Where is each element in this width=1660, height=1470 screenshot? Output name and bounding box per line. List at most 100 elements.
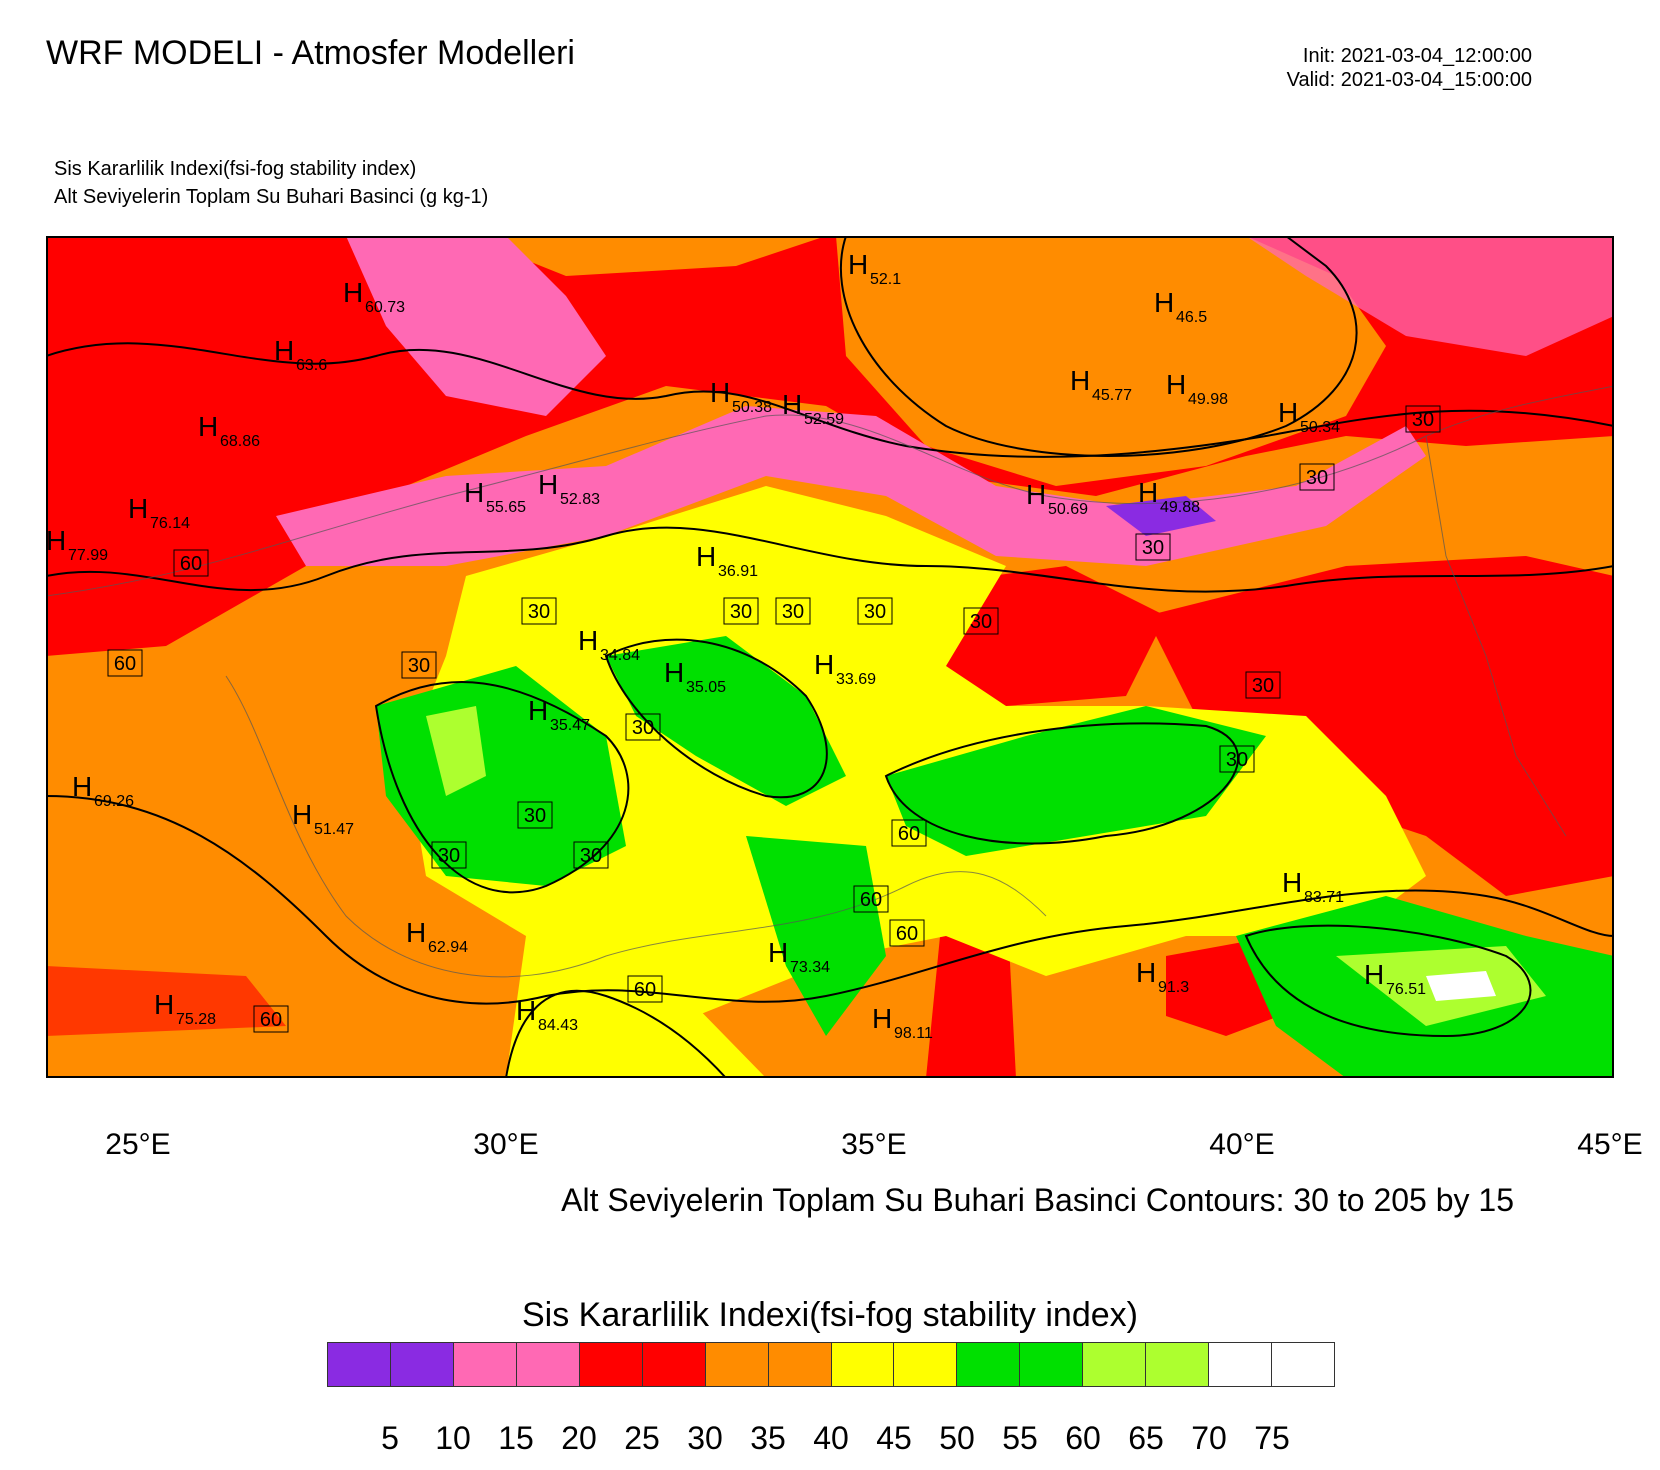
- field-subtitle: Sis Kararlilik Indexi(fsi-fog stability …: [54, 158, 417, 180]
- high-marker: H 60.73: [343, 277, 405, 316]
- valid-time: Valid: 2021-03-04_15:00:00: [1286, 69, 1532, 91]
- high-letter: H: [872, 1003, 892, 1034]
- svg-text:30: 30: [782, 601, 804, 623]
- svg-text:60: 60: [260, 1009, 282, 1031]
- colorbar-tick-label: 40: [813, 1420, 849, 1456]
- contour-label: 30: [401, 651, 437, 679]
- high-marker: H 35.05: [664, 657, 726, 696]
- colorbar-tick-label: 65: [1128, 1420, 1164, 1456]
- high-value: 63.6: [296, 357, 327, 374]
- high-value: 77.99: [68, 547, 108, 564]
- border: [1425, 435, 1567, 837]
- colorbar-tick-label: 15: [498, 1420, 534, 1456]
- lon-label-35: 35°E: [841, 1128, 907, 1161]
- field-green-south: [746, 836, 886, 1036]
- contour-line: [1244, 924, 1532, 1038]
- high-letter: H: [516, 995, 536, 1026]
- field-green-east: [886, 706, 1266, 856]
- colorbar-tick-label: 30: [687, 1420, 723, 1456]
- high-value: 91.3: [1158, 979, 1189, 996]
- high-value: 33.69: [836, 671, 876, 688]
- high-marker: H 68.86: [198, 411, 260, 450]
- svg-text:60: 60: [896, 923, 918, 945]
- high-letter: H: [1138, 477, 1158, 508]
- high-letter: H: [198, 411, 218, 442]
- colorbar-cell: [516, 1343, 580, 1386]
- colorbar-cell: [1083, 1343, 1147, 1386]
- svg-text:60: 60: [180, 553, 202, 575]
- high-marker: H 51.47: [292, 799, 354, 838]
- field-red-east: [1146, 556, 1614, 896]
- high-letter: H: [768, 937, 788, 968]
- contour-label: 30: [1219, 745, 1255, 773]
- high-letter: H: [1070, 365, 1090, 396]
- high-value: 83.71: [1304, 889, 1344, 906]
- high-letter: H: [664, 657, 684, 688]
- high-letter: H: [710, 377, 730, 408]
- svg-text:30: 30: [580, 845, 602, 867]
- high-value: 75.28: [176, 1011, 216, 1028]
- svg-text:60: 60: [898, 823, 920, 845]
- field-green-central: [606, 636, 846, 806]
- high-marker: H 49.98: [1166, 369, 1228, 408]
- high-letter: H: [292, 799, 312, 830]
- colorbar-title: Sis Kararlilik Indexi(fsi-fog stability …: [522, 1296, 1138, 1334]
- high-value: 49.98: [1188, 391, 1228, 408]
- high-value: 50.34: [1300, 419, 1340, 436]
- high-letter: H: [154, 989, 174, 1020]
- high-letter: H: [538, 469, 558, 500]
- field-purple-streak: [1106, 496, 1216, 536]
- high-value: 35.05: [686, 679, 726, 696]
- colorbar-tick-label: 70: [1191, 1420, 1227, 1456]
- high-value: 68.86: [220, 433, 260, 450]
- high-value: 51.47: [314, 821, 354, 838]
- colorbar-cell: [957, 1343, 1021, 1386]
- high-letter: H: [1282, 867, 1302, 898]
- contour-label: 60: [853, 885, 889, 913]
- contour-label: 30: [723, 597, 759, 625]
- field-pink-west: [346, 236, 606, 416]
- high-letter: H: [782, 389, 802, 420]
- high-value: 36.91: [718, 563, 758, 580]
- high-marker: H 52.1: [848, 249, 901, 288]
- high-value: 52.83: [560, 491, 600, 508]
- colorbar-cell: [831, 1343, 895, 1386]
- field-yellow-south: [506, 936, 766, 1078]
- contour-label: 30: [1299, 463, 1335, 491]
- high-value: 98.11: [894, 1025, 933, 1042]
- high-value: 62.94: [428, 939, 468, 956]
- high-marker: H 35.47: [528, 695, 590, 734]
- contour-label: 60: [253, 1005, 289, 1033]
- svg-text:30: 30: [864, 601, 886, 623]
- colorbar-cell: [705, 1343, 769, 1386]
- init-time: Init: 2021-03-04_12:00:00: [1302, 45, 1532, 67]
- lon-label-45: 45°E: [1577, 1128, 1643, 1161]
- colorbar-cell: [642, 1343, 706, 1386]
- field-white-patch: [1426, 971, 1496, 1001]
- high-marker: H 63.6: [274, 335, 327, 374]
- svg-text:30: 30: [970, 611, 992, 633]
- contour-line: [839, 236, 1358, 457]
- high-marker: H 98.11: [872, 1003, 933, 1042]
- colorbar-cell: [1272, 1343, 1334, 1386]
- high-marker: H 50.38: [710, 377, 772, 416]
- high-marker: H 52.83: [538, 469, 600, 508]
- contour-label: 30: [573, 841, 609, 869]
- svg-text:60: 60: [634, 979, 656, 1001]
- high-marker: H 73.34: [768, 937, 830, 976]
- boundaries: [46, 385, 1614, 978]
- high-value: 60.73: [365, 299, 405, 316]
- coastline: [225, 675, 1047, 978]
- lon-label-40: 40°E: [1209, 1128, 1275, 1161]
- high-letter: H: [1026, 479, 1046, 510]
- svg-text:60: 60: [114, 653, 136, 675]
- high-marker: H 77.99: [46, 525, 108, 564]
- high-marker: H 76.51: [1364, 959, 1426, 998]
- high-letter: H: [464, 477, 484, 508]
- high-marker: H 76.14: [128, 493, 190, 532]
- high-letter: H: [814, 649, 834, 680]
- contour-label: 30: [1135, 533, 1171, 561]
- contour-lines: [46, 236, 1614, 1078]
- high-letter: H: [128, 493, 148, 524]
- high-marker: H 62.94: [406, 917, 468, 956]
